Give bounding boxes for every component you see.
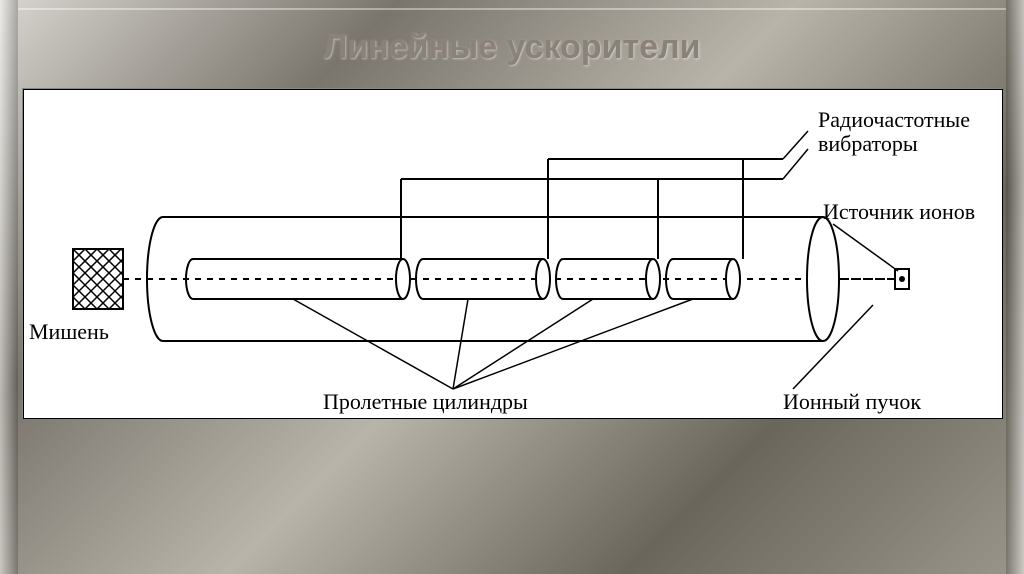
svg-text:Пролетные цилиндры: Пролетные цилиндры [323, 389, 528, 414]
linear-accelerator-diagram: Радиочастотныевибраторы Источник ионов Миш… [23, 89, 1003, 419]
diagram-figure: Радиочастотныевибраторы Источник ионов Миш… [22, 88, 1002, 418]
svg-text:Ионный пучок: Ионный пучок [783, 389, 921, 414]
side-accent-left [0, 0, 18, 574]
side-accent-right [1006, 0, 1024, 574]
svg-text:Радиочастотные: Радиочастотные [818, 107, 970, 132]
slide: Линейные ускорители Радиочастотныевибрат… [0, 0, 1024, 574]
top-accent-line [18, 8, 1006, 10]
svg-text:Источник ионов: Источник ионов [823, 199, 975, 224]
svg-text:Мишень: Мишень [29, 319, 109, 344]
slide-title: Линейные ускорители [0, 28, 1024, 67]
svg-text:вибраторы: вибраторы [818, 131, 918, 156]
